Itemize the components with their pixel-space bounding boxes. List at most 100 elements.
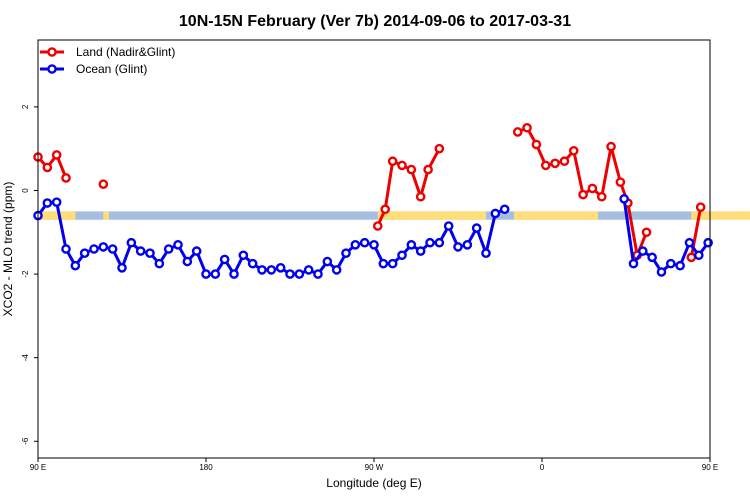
ocean-point <box>481 248 491 258</box>
land-point <box>522 122 532 133</box>
ocean-point <box>247 258 258 269</box>
land-point <box>686 252 697 263</box>
ocean-point <box>303 265 314 275</box>
ocean-point <box>313 269 323 279</box>
land-point <box>98 179 109 190</box>
land-band-segment <box>103 211 109 220</box>
land-point <box>387 156 398 167</box>
ocean-point <box>98 242 109 252</box>
ocean-point <box>173 240 183 250</box>
land-point <box>380 204 391 215</box>
ocean-point <box>219 254 230 265</box>
ocean-point <box>369 240 379 250</box>
land-point <box>531 139 542 150</box>
x-tick-label: 0 <box>540 463 545 472</box>
ocean-point <box>350 240 361 250</box>
land-point <box>406 164 417 175</box>
land-point <box>423 164 433 175</box>
ocean-point <box>490 208 501 219</box>
ocean-point <box>397 250 407 261</box>
ocean-point <box>666 258 676 269</box>
land-mask-band <box>38 211 750 220</box>
land-point <box>695 202 706 212</box>
land-point <box>550 158 560 169</box>
land-point <box>587 183 598 194</box>
land-point <box>372 221 383 231</box>
land-point <box>596 191 607 202</box>
legend-marker-ocean <box>47 64 57 74</box>
ocean-point <box>163 244 174 254</box>
ocean-point <box>70 260 81 271</box>
ocean-point <box>210 269 221 279</box>
ocean-point <box>378 258 389 269</box>
ocean-point <box>145 248 155 258</box>
ocean-point <box>257 265 267 275</box>
land-point <box>578 189 588 200</box>
land-point <box>51 150 62 160</box>
land-band-segment <box>377 211 486 220</box>
ocean-point <box>647 252 657 263</box>
ocean-point <box>238 250 249 261</box>
land-band-segment <box>691 211 750 220</box>
ocean-point <box>359 237 370 248</box>
ocean-point <box>51 197 62 207</box>
ocean-point <box>675 260 685 271</box>
ocean-point <box>107 244 118 254</box>
land-point <box>42 162 53 173</box>
ocean-point <box>266 265 277 275</box>
x-tick-label: 90 E <box>702 463 718 472</box>
land-point <box>606 141 616 152</box>
y-axis: -6 -4 -2 0 2 <box>21 104 38 445</box>
ocean-point <box>434 237 445 248</box>
land-series-line <box>36 153 68 179</box>
ocean-point <box>684 237 695 248</box>
ocean-point <box>703 237 713 248</box>
x-axis-label: Longitude (deg E) <box>326 476 421 490</box>
land-point <box>568 145 579 156</box>
ocean-point <box>89 244 99 254</box>
ocean-point <box>154 258 165 269</box>
ocean-point <box>322 256 333 267</box>
ocean-point <box>42 198 53 208</box>
land-point <box>61 173 71 183</box>
ocean-point <box>425 237 435 248</box>
ocean-point <box>275 263 286 273</box>
ocean-point <box>285 269 295 279</box>
ocean-point <box>462 240 473 250</box>
land-point <box>615 177 626 187</box>
land-point <box>641 227 652 238</box>
ocean-point <box>294 269 305 279</box>
ocean-point <box>619 194 629 204</box>
chart-title: 10N-15N February (Ver 7b) 2014-09-06 to … <box>179 13 571 30</box>
ocean-point <box>638 246 648 256</box>
ocean-point <box>471 223 482 233</box>
ocean-point <box>453 242 463 252</box>
x-axis: 90 E 180 90 W 0 90 E <box>30 458 718 472</box>
ocean-point <box>126 237 137 248</box>
ocean-point <box>406 240 417 250</box>
ocean-point <box>415 246 426 256</box>
land-point <box>512 127 523 137</box>
land-point <box>397 160 407 171</box>
land-point <box>540 160 551 171</box>
ocean-point <box>201 269 211 279</box>
land-band-segment <box>514 211 598 220</box>
ocean-point <box>387 258 398 269</box>
x-tick-label: 90 W <box>365 463 384 472</box>
ocean-point <box>331 265 342 275</box>
ocean-point <box>656 267 667 277</box>
ocean-band <box>39 211 709 220</box>
y-tick-label: -2 <box>21 270 30 278</box>
ocean-point <box>135 246 146 256</box>
ocean-point <box>499 204 510 215</box>
y-axis-label: XCO2 - MLO trend (ppm) <box>1 182 15 317</box>
x-tick-label: 90 E <box>30 463 46 472</box>
y-tick-label: 2 <box>21 104 30 109</box>
legend-label-ocean: Ocean (Glint) <box>76 62 147 76</box>
x-tick-label: 180 <box>199 463 213 472</box>
land-point <box>434 143 445 154</box>
land-point <box>415 191 426 202</box>
ocean-point <box>61 244 71 254</box>
ocean-point <box>628 258 639 269</box>
ocean-point <box>182 256 193 267</box>
